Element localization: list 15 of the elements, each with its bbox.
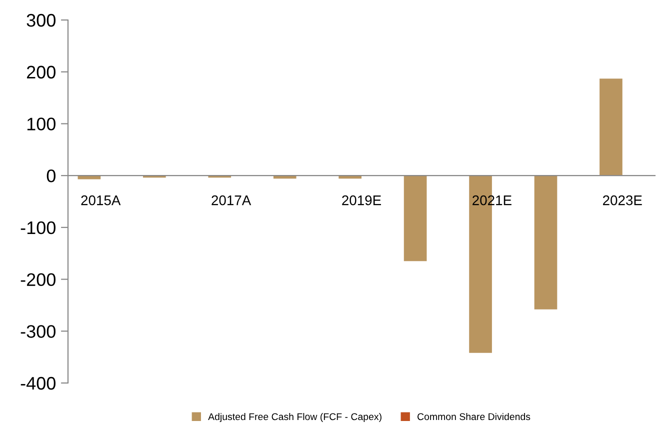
x-tick-label: 2021E <box>472 195 512 206</box>
y-tick-label: 300 <box>26 14 56 27</box>
y-tick-label: 0 <box>46 170 56 182</box>
y-tick-label: -300 <box>20 325 56 338</box>
y-tick-label: -100 <box>20 221 56 234</box>
x-tick-label: 2023E <box>603 195 642 206</box>
y-tick-label: -400 <box>20 376 56 390</box>
y-tick-label: -200 <box>20 273 56 286</box>
x-tick-label: 2019E <box>342 195 381 206</box>
legend-label: Common Share Dividends <box>418 412 530 420</box>
x-tick-label: 2015A <box>81 195 121 206</box>
y-tick-label: 200 <box>26 66 56 79</box>
x-tick-label: 2017A <box>212 195 252 206</box>
y-tick-label: 100 <box>27 118 56 130</box>
legend-label: Adjusted Free Cash Flow (FCF - Capex) <box>208 412 382 422</box>
